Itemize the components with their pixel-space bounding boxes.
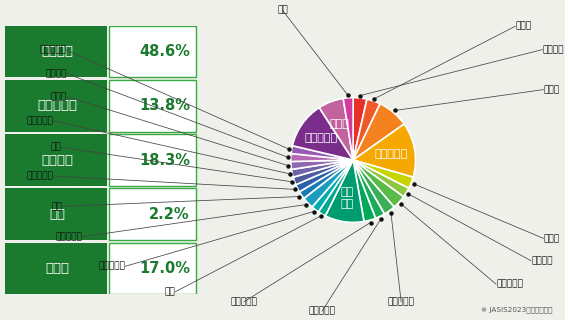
Text: メーカー: メーカー bbox=[41, 154, 73, 166]
Wedge shape bbox=[343, 98, 353, 160]
Wedge shape bbox=[353, 98, 367, 160]
Text: 建設・建材: 建設・建材 bbox=[388, 297, 415, 306]
Text: 金融: 金融 bbox=[277, 6, 288, 15]
Wedge shape bbox=[291, 146, 353, 160]
Text: 農林・水産: 農林・水産 bbox=[27, 172, 54, 180]
Wedge shape bbox=[353, 160, 403, 207]
Text: 自動車輸送: 自動車輸送 bbox=[496, 280, 523, 289]
Text: 繊維バルプ: 繊維バルプ bbox=[98, 262, 125, 271]
Text: 窑業: 窑業 bbox=[164, 287, 175, 296]
Wedge shape bbox=[325, 160, 364, 222]
Wedge shape bbox=[292, 160, 353, 177]
Bar bbox=[5, 188, 107, 240]
Text: ゴム・プラ: ゴム・プラ bbox=[231, 297, 258, 306]
Wedge shape bbox=[353, 124, 415, 177]
Wedge shape bbox=[292, 108, 353, 160]
Text: 石油・石化: 石油・石化 bbox=[308, 307, 336, 316]
Wedge shape bbox=[353, 160, 413, 188]
Text: ガス・電力: ガス・電力 bbox=[27, 116, 54, 125]
Text: 分析サ: 分析サ bbox=[544, 85, 560, 94]
Text: ※ JASIS2023来場者データ: ※ JASIS2023来場者データ bbox=[481, 306, 553, 313]
Wedge shape bbox=[291, 154, 353, 162]
Wedge shape bbox=[353, 160, 376, 221]
Text: 13.8%: 13.8% bbox=[139, 98, 190, 113]
Wedge shape bbox=[353, 99, 380, 160]
Text: 鉄・非鉄: 鉄・非鉄 bbox=[531, 256, 553, 265]
Text: 商社・商業: 商社・商業 bbox=[305, 133, 338, 143]
Text: 情報サ: 情報サ bbox=[50, 92, 67, 101]
Text: 学生: 学生 bbox=[49, 208, 65, 221]
Text: ユーザー: ユーザー bbox=[41, 45, 73, 58]
Text: 印刷: 印刷 bbox=[50, 143, 61, 152]
Bar bbox=[109, 80, 196, 132]
Wedge shape bbox=[293, 160, 353, 185]
Wedge shape bbox=[353, 160, 408, 197]
Text: 医療関係: 医療関係 bbox=[45, 69, 67, 78]
Wedge shape bbox=[353, 160, 394, 214]
Text: ディーラー: ディーラー bbox=[37, 99, 77, 112]
Text: 電子・精密: 電子・精密 bbox=[375, 148, 408, 158]
Wedge shape bbox=[353, 160, 384, 218]
Bar bbox=[5, 26, 107, 77]
Text: 報道・出版: 報道・出版 bbox=[40, 46, 67, 55]
Wedge shape bbox=[304, 160, 353, 207]
Bar bbox=[109, 243, 196, 294]
Bar bbox=[5, 243, 107, 294]
Wedge shape bbox=[312, 160, 353, 212]
Wedge shape bbox=[319, 98, 353, 160]
Wedge shape bbox=[296, 160, 353, 192]
Bar bbox=[5, 80, 107, 132]
Text: 官公庁: 官公庁 bbox=[515, 22, 532, 31]
Wedge shape bbox=[353, 104, 404, 160]
Text: 18.3%: 18.3% bbox=[139, 153, 190, 167]
Text: 2.2%: 2.2% bbox=[149, 207, 190, 222]
Bar bbox=[109, 26, 196, 77]
Text: 48.6%: 48.6% bbox=[139, 44, 190, 59]
Bar bbox=[109, 134, 196, 186]
Text: 学校教育: 学校教育 bbox=[542, 45, 564, 54]
Text: 17.0%: 17.0% bbox=[139, 261, 190, 276]
Text: 半導体: 半導体 bbox=[544, 234, 560, 243]
Bar bbox=[5, 134, 107, 186]
Wedge shape bbox=[319, 160, 353, 216]
Text: 食品: 食品 bbox=[51, 202, 62, 211]
Text: その他: その他 bbox=[45, 262, 69, 275]
Text: 化学
製品: 化学 製品 bbox=[341, 188, 354, 209]
Wedge shape bbox=[299, 160, 353, 198]
Text: その他: その他 bbox=[329, 119, 349, 129]
Bar bbox=[109, 188, 196, 240]
Text: 製薬化粧品: 製薬化粧品 bbox=[55, 232, 82, 241]
Wedge shape bbox=[291, 160, 353, 169]
